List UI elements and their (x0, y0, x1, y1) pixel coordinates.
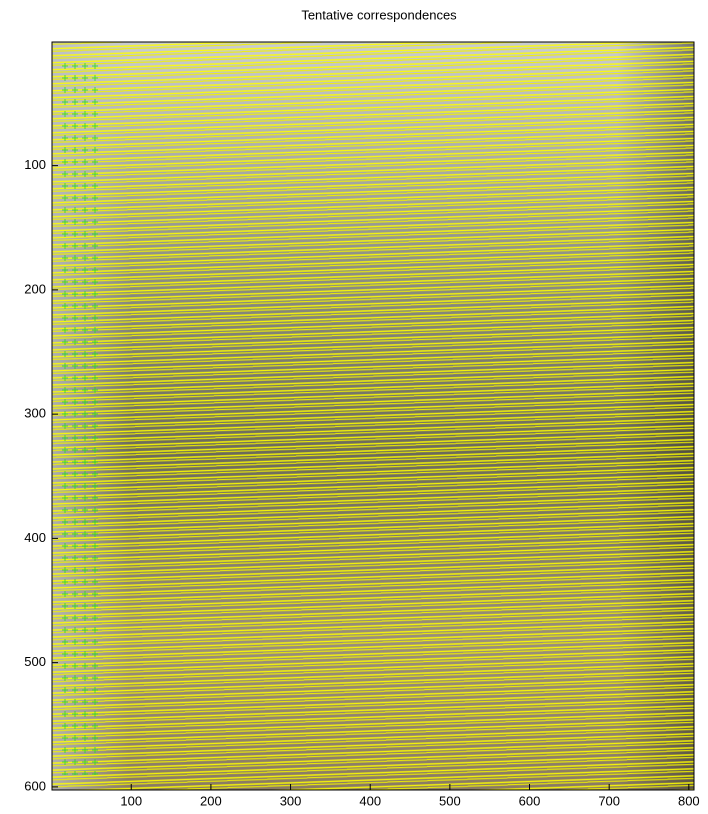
keypoints (60, 57, 100, 775)
y-tick-label: 400 (24, 530, 46, 545)
x-tick-label: 400 (359, 793, 381, 808)
y-tick-label: 100 (24, 157, 46, 172)
x-tick-label: 100 (120, 793, 142, 808)
x-tick-label: 700 (598, 793, 620, 808)
y-tick-label: 600 (24, 778, 46, 793)
x-tick-label: 500 (439, 793, 461, 808)
axes (51, 41, 695, 791)
x-tick-label: 200 (200, 793, 222, 808)
y-tick-label: 500 (24, 654, 46, 669)
correspondence-lines (52, 42, 694, 790)
x-tick-label: 300 (280, 793, 302, 808)
x-tick-label: 800 (678, 793, 700, 808)
y-tick-label: 200 (24, 281, 46, 296)
chart-title: Tentative correspondences (301, 7, 457, 22)
axes-frame (51, 41, 695, 791)
y-tick-label: 300 (24, 406, 46, 421)
x-tick-label: 600 (519, 793, 541, 808)
